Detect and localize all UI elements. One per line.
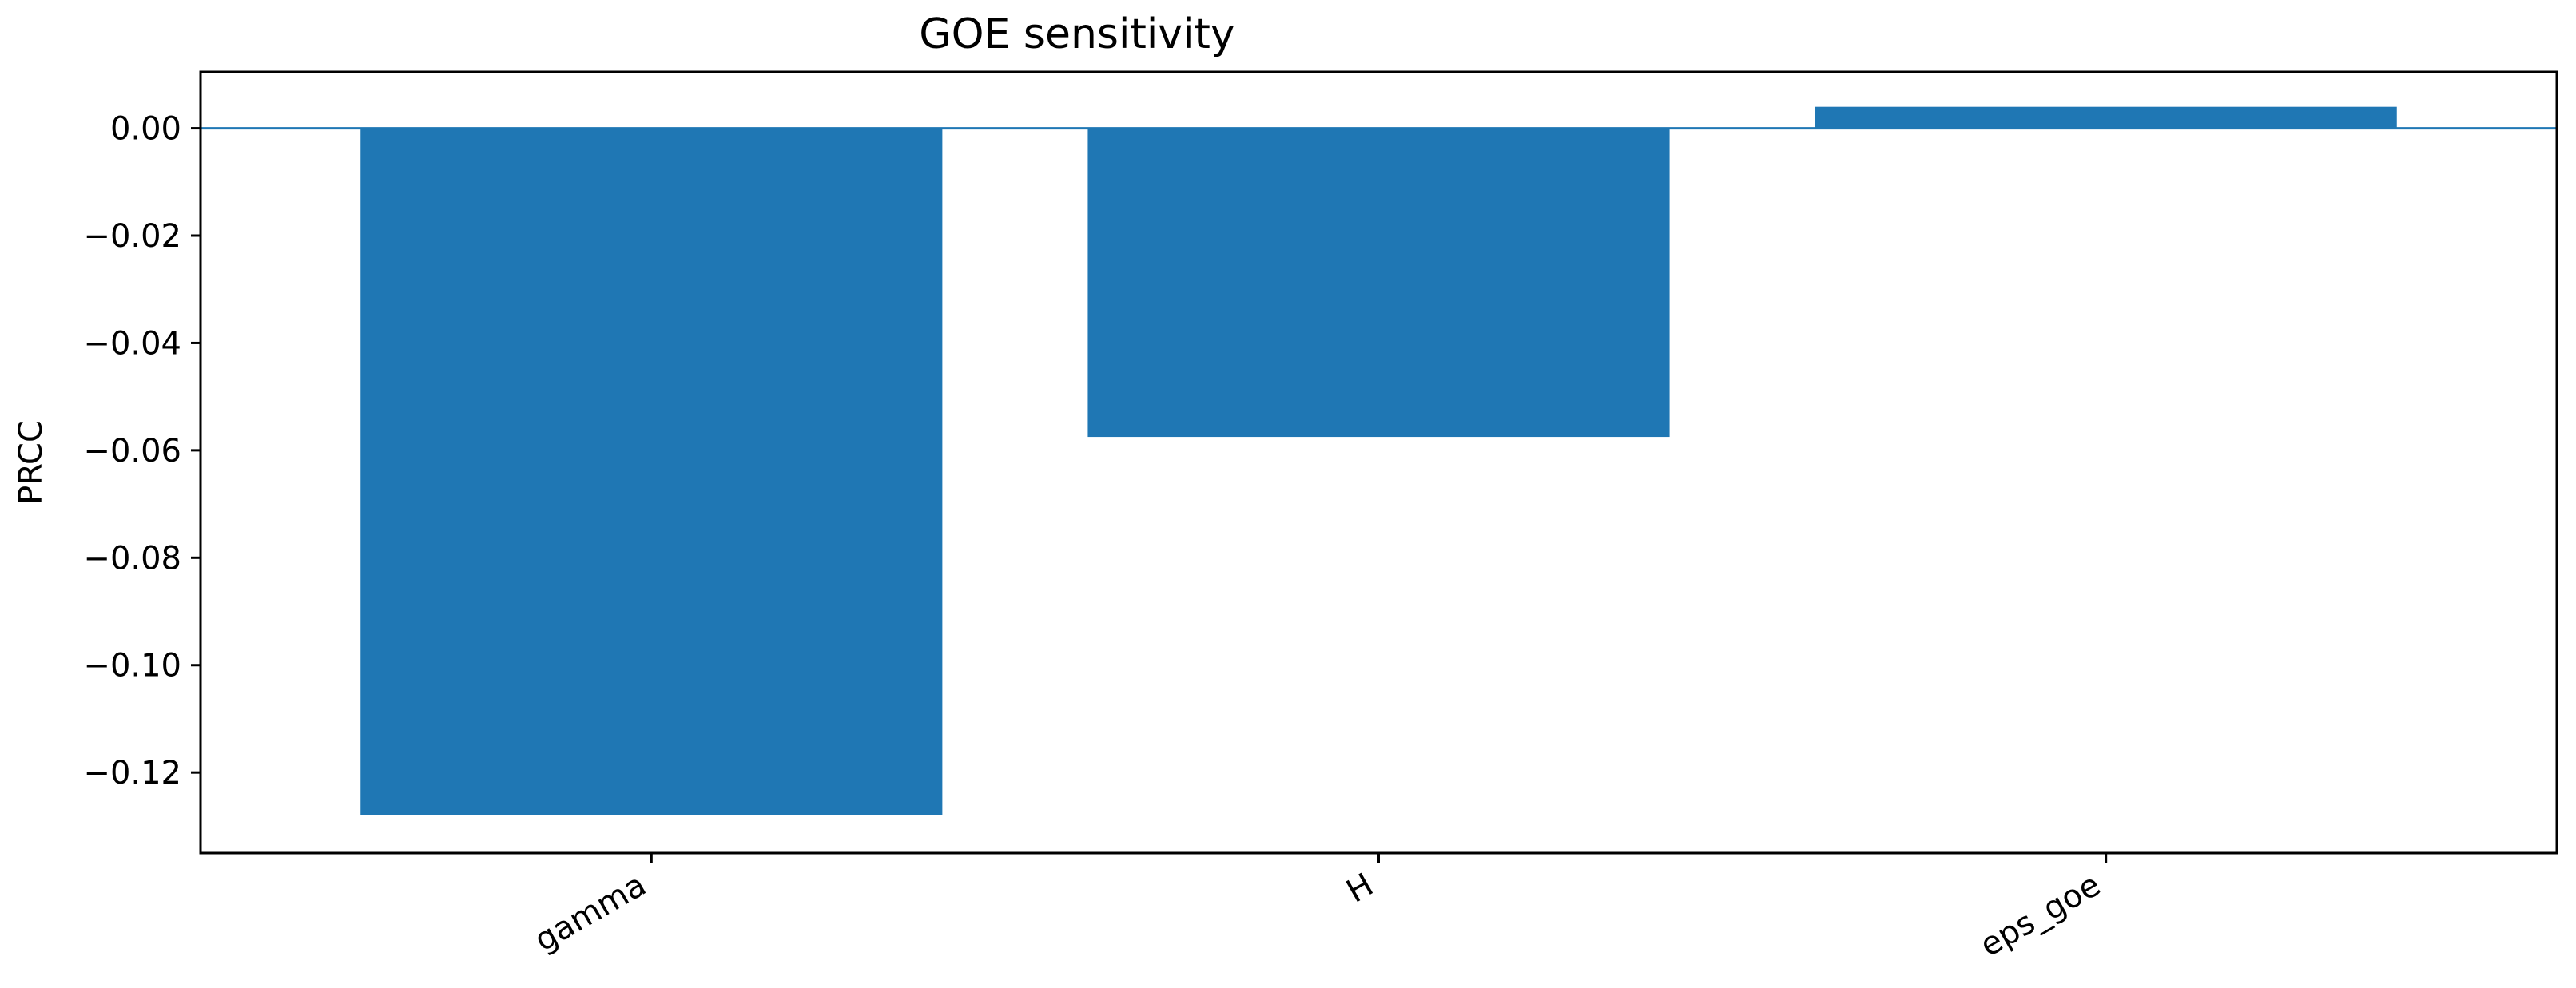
y-tick-label: −0.08 [83, 540, 181, 577]
bar-eps_goe [1815, 107, 2397, 129]
y-tick-label: −0.10 [83, 648, 181, 684]
y-tick-label: −0.04 [83, 325, 181, 362]
chart-title: GOE sensitivity [919, 10, 1234, 58]
bar-gamma [360, 129, 942, 815]
y-tick-label: −0.12 [83, 755, 181, 792]
y-tick-label: −0.02 [83, 218, 181, 255]
y-axis-label: PRCC [13, 420, 50, 505]
bar-H [1087, 129, 1669, 437]
y-tick-label: −0.06 [83, 433, 181, 470]
y-tick-label: 0.00 [110, 111, 181, 148]
